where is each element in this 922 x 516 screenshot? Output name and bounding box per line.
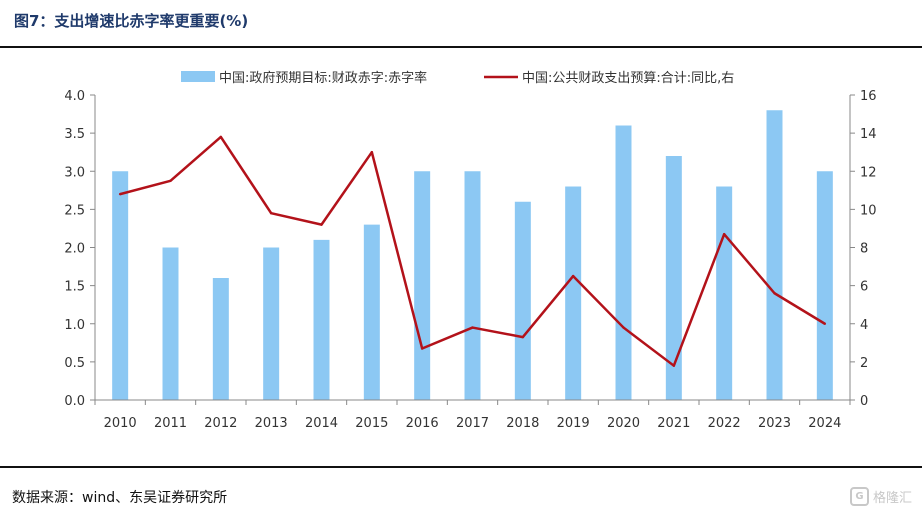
bar-2023 — [766, 110, 783, 400]
combo-chart: 0.0 0.5 1.0 1.5 2.0 2.5 3.0 3.5 4.0 0 2 4 6 8 10 12 14 1… — [64, 70, 877, 431]
line-point-2011 — [169, 179, 172, 182]
bar-2017 — [464, 171, 481, 400]
x-tick-label: 2018 — [506, 416, 539, 431]
line-point-2010 — [118, 192, 122, 196]
watermark-text: 格隆汇 — [872, 491, 912, 506]
line-point-2015 — [370, 150, 374, 154]
left-tick-label: 1.0 — [64, 318, 85, 333]
bar-2012 — [212, 278, 229, 400]
x-tick-label: 2017 — [456, 416, 489, 431]
line-point-2014 — [320, 223, 323, 226]
x-tick-label: 2015 — [355, 416, 388, 431]
right-tick-label: 10 — [860, 203, 877, 218]
bottom-rule — [0, 466, 922, 468]
legend-line-label: 中国:公共财政支出预算:合计:同比,右 — [522, 71, 734, 86]
line-point-2017 — [471, 326, 474, 329]
x-tick-label: 2010 — [104, 416, 137, 431]
source-note: 数据来源：wind、东吴证券研究所 — [12, 490, 228, 506]
line-point-2016 — [420, 347, 424, 350]
bar-2013 — [263, 247, 280, 400]
x-axis: 2010 2011 2012 2013 2014 2015 2016 2017 2018 2019… — [94, 399, 851, 431]
left-tick-label: 0.0 — [64, 394, 85, 409]
bar-2019 — [565, 186, 582, 400]
x-tick-label: 2022 — [708, 416, 741, 431]
bar-2016 — [414, 171, 431, 400]
x-tick-label: 2016 — [406, 416, 439, 431]
line-point-2020 — [622, 326, 625, 329]
left-tick-label: 3.5 — [64, 127, 85, 142]
legend: 中国:政府预期目标:财政赤字:赤字率 中国:公共财政支出预算:合计:同比,右 — [181, 70, 734, 86]
right-tick-label: 4 — [860, 318, 868, 333]
line-point-2021 — [672, 364, 676, 367]
left-tick-label: 4.0 — [64, 89, 85, 104]
right-tick-label: 2 — [860, 356, 868, 371]
line-series — [118, 135, 827, 367]
x-tick-label: 2014 — [305, 416, 338, 431]
bar-2011 — [162, 247, 179, 400]
line-point-2013 — [269, 211, 273, 215]
bar-2024 — [816, 171, 833, 400]
right-tick-label: 12 — [860, 165, 877, 180]
right-tick-label: 8 — [860, 242, 868, 257]
left-tick-label: 2.5 — [64, 203, 85, 218]
left-axis: 0.0 0.5 1.0 1.5 2.0 2.5 3.0 3.5 4.0 — [64, 89, 96, 409]
right-tick-label: 6 — [860, 280, 868, 295]
x-tick-label: 2013 — [255, 416, 288, 431]
x-tick-label: 2023 — [758, 416, 791, 431]
x-tick-label: 2011 — [154, 416, 187, 431]
figure-title: 图7：支出增速比赤字率更重要(%) — [14, 12, 249, 30]
x-tick-label: 2021 — [657, 416, 690, 431]
line-point-2022 — [722, 232, 726, 236]
left-tick-label: 0.5 — [64, 356, 85, 371]
right-tick-label: 0 — [860, 394, 868, 409]
line-point-2018 — [521, 335, 525, 339]
watermark-logo-icon: G — [849, 487, 869, 506]
bar-2020 — [615, 125, 632, 400]
line-point-2023 — [773, 292, 776, 295]
bar-series — [112, 110, 833, 400]
left-tick-label: 1.5 — [64, 280, 85, 295]
x-tick-label: 2012 — [204, 416, 237, 431]
x-tick-label: 2019 — [557, 416, 590, 431]
bar-2022 — [716, 186, 733, 400]
right-tick-label: 14 — [860, 127, 877, 142]
top-rule — [0, 46, 922, 48]
right-tick-label: 16 — [860, 89, 877, 104]
bar-2010 — [112, 171, 129, 400]
bar-2015 — [363, 224, 380, 400]
left-tick-label: 2.0 — [64, 242, 85, 257]
right-axis: 0 2 4 6 8 10 12 14 16 — [849, 89, 877, 409]
bar-2018 — [514, 201, 531, 400]
x-tick-label: 2024 — [808, 416, 841, 431]
line-point-2012 — [219, 135, 223, 139]
watermark: G 格隆汇 — [849, 487, 912, 506]
line-point-2019 — [571, 274, 575, 278]
line-point-2024 — [823, 322, 827, 325]
left-tick-label: 3.0 — [64, 165, 85, 180]
bar-2021 — [665, 156, 682, 400]
legend-bar-label: 中国:政府预期目标:财政赤字:赤字率 — [219, 70, 427, 86]
bar-2014 — [313, 239, 330, 400]
legend-bar-swatch — [181, 71, 215, 82]
x-tick-label: 2020 — [607, 416, 640, 431]
